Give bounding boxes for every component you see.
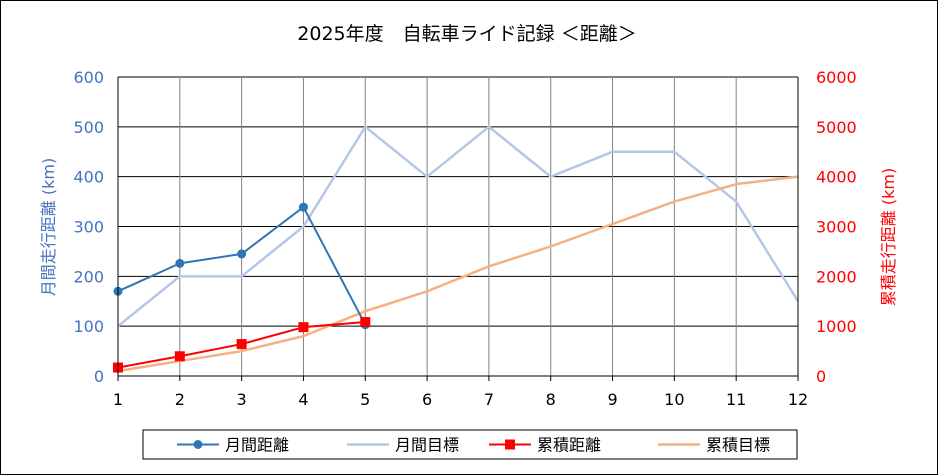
data-point (175, 258, 185, 268)
legend: 月間距離 月間目標 累積距離 累積目標 (142, 429, 798, 460)
data-point (298, 322, 309, 333)
y-left-tick-label: 300 (73, 218, 104, 237)
y-right-tick-label: 3000 (816, 218, 857, 237)
legend-label: 累積目標 (706, 436, 770, 455)
y-right-tick-label: 5000 (816, 118, 857, 137)
x-tick-label: 7 (484, 390, 494, 409)
data-point (298, 202, 308, 212)
y-right-tick-label: 1000 (816, 317, 857, 336)
legend-label: 累積距離 (537, 436, 601, 455)
data-point (236, 339, 247, 350)
legend-label: 月間目標 (395, 436, 459, 455)
x-tick-label: 4 (298, 390, 308, 409)
y-left-tick-label: 400 (73, 168, 104, 187)
x-tick-label: 3 (237, 390, 247, 409)
y-right-tick-label: 6000 (816, 68, 857, 87)
x-tick-label: 12 (788, 390, 808, 409)
y-right-tick-label: 0 (816, 367, 826, 386)
y-left-tick-label: 600 (73, 68, 104, 87)
y-right-tick-label: 4000 (816, 168, 857, 187)
data-point (360, 317, 371, 328)
x-tick-label: 6 (422, 390, 432, 409)
legend-marker (505, 439, 515, 450)
grid (118, 76, 798, 376)
x-tick-label: 11 (726, 390, 746, 409)
data-point (174, 351, 185, 362)
chart-title: 2025年度 自転車ライド記録 ＜距離＞ (297, 23, 636, 45)
y-left-tick-label: 200 (73, 267, 104, 286)
y-left-tick-label: 0 (94, 367, 104, 386)
axes: 0 0 100 1000 200 2000 300 3000 400 4000 500 5000 600… (73, 68, 856, 409)
data-point (237, 249, 247, 259)
y-right-tick-label: 2000 (816, 267, 857, 286)
series-line-2 (117, 125, 800, 328)
y-right-axis-label: 累積走行距離 (km) (879, 168, 898, 306)
legend-label: 月間距離 (225, 436, 289, 455)
y-left-tick-label: 500 (73, 118, 104, 137)
y-left-tick-label: 100 (73, 317, 104, 336)
series-group (113, 125, 800, 373)
legend-marker (193, 440, 203, 449)
x-tick-label: 8 (546, 390, 556, 409)
series-line-4 (117, 175, 799, 373)
x-tick-label: 1 (113, 390, 123, 409)
y-left-axis-label: 月間走行距離 (km) (39, 158, 58, 296)
x-tick-label: 5 (360, 390, 370, 409)
x-tick-label: 9 (607, 390, 617, 409)
x-tick-label: 2 (175, 390, 185, 409)
x-tick-label: 10 (664, 390, 684, 409)
